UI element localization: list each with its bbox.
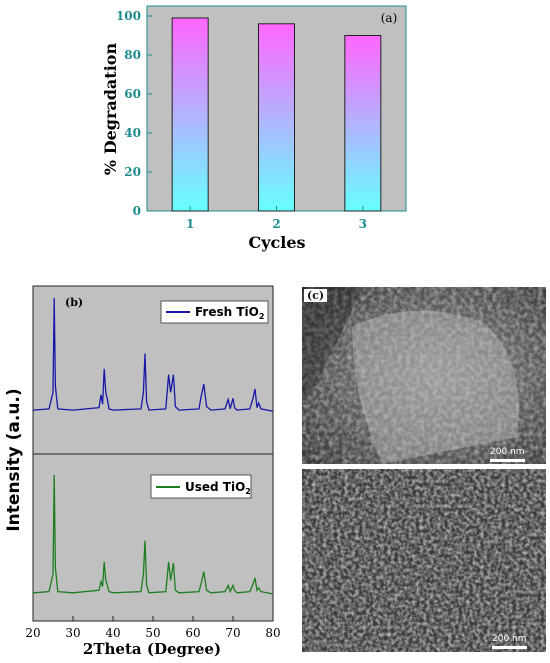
legend-fresh-label: Fresh TiO [195, 305, 259, 319]
sem-image-bottom: 200 nm [302, 469, 546, 652]
bar-cycle-3 [344, 35, 382, 212]
y-tick-label: 40 [124, 126, 141, 140]
y-tick-label: 80 [124, 48, 141, 62]
sem-texture-top [302, 287, 546, 464]
panel-label-b: (b) [65, 296, 83, 309]
x-tick-label-b: 60 [185, 626, 200, 640]
svg-text:Used TiO2: Used TiO2 [185, 480, 251, 496]
y-tick-label: 20 [124, 165, 141, 179]
x-tick-label-b: 70 [225, 626, 240, 640]
y-ticks-a: 0 20 40 60 80 100 [116, 9, 152, 218]
y-axis-label-a: % Degradation [101, 43, 120, 176]
legend-fresh-sub: 2 [259, 312, 265, 321]
legend-fresh: Fresh TiO2 [160, 300, 269, 324]
y-tick-label: 60 [124, 87, 141, 101]
scale-bar-top-label: 200 nm [490, 447, 525, 457]
y-axis-label-b: Intensity (a.u.) [4, 388, 24, 531]
y-tick-label: 100 [116, 9, 141, 23]
x-axis-label-a: Cycles [248, 233, 305, 252]
fresh-tio2-line [32, 297, 274, 412]
panel-label-c: (c) [304, 289, 328, 302]
x-axis-label-b: 2Theta (Degree) [83, 640, 221, 658]
scale-bar-bottom: 200 nm [492, 634, 527, 649]
panel-label-a: (a) [381, 11, 398, 25]
x-tick-label: 3 [359, 217, 367, 231]
svg-text:Fresh TiO2: Fresh TiO2 [195, 305, 264, 321]
x-tick-label-b: 30 [65, 626, 80, 640]
sem-image-top: (c) 200 nm [302, 287, 546, 464]
sem-texture-bottom [302, 469, 546, 652]
legend-used: Used TiO2 [150, 474, 252, 499]
x-tick-label-b: 80 [265, 626, 280, 640]
y-tick-label: 0 [133, 204, 141, 218]
xrd-line-chart: 20 30 40 50 60 70 80 (b) Fresh TiO2 Used TiO2 … [4, 285, 281, 658]
x-tick-label-b: 40 [105, 626, 120, 640]
x-ticks-a: 1 2 3 [186, 206, 367, 231]
bars-group [171, 17, 382, 212]
legend-used-sub: 2 [245, 487, 251, 496]
bar-cycle-1 [171, 17, 209, 212]
x-tick-label-b: 50 [145, 626, 160, 640]
degradation-bar-chart: 0 20 40 60 80 100 1 2 3 (a) % Degradation Cycle… [101, 5, 407, 252]
legend-used-label: Used TiO [185, 480, 245, 494]
bar-cycle-2 [258, 23, 295, 212]
scale-bar-bottom-label: 200 nm [492, 634, 527, 644]
used-tio2-line [32, 474, 274, 595]
x-tick-label-b: 20 [25, 626, 40, 640]
x-tick-label: 2 [272, 217, 280, 231]
x-ticks-b: 20 30 40 50 60 70 80 [25, 616, 281, 640]
scale-bar-top: 200 nm [490, 447, 525, 462]
x-tick-label: 1 [186, 217, 194, 231]
